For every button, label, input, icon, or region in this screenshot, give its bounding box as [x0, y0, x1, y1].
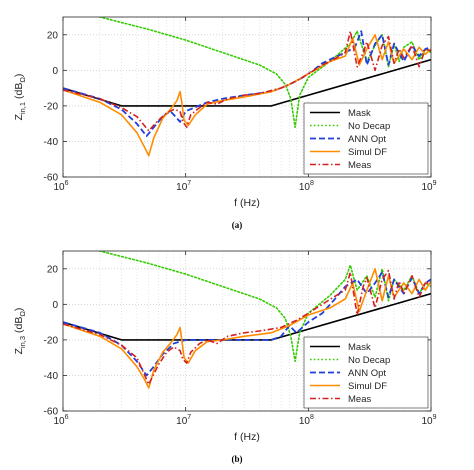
y-tick-label: 20: [47, 264, 59, 275]
x-tick-label: 109: [421, 414, 436, 427]
series-line-meas: [63, 269, 431, 386]
chart-a-y-axis-label: Zin,1 (dBΩ): [13, 74, 27, 121]
y-tick-label: 0: [52, 300, 58, 311]
x-tick-label: 108: [299, 180, 314, 193]
chart-b-caption: (b): [231, 454, 243, 464]
chart-b-y-axis-label: Zin,3 (dBΩ): [13, 308, 27, 355]
chart-a-legend: Mask No Decap ANN Opt Simul DF Meas: [303, 102, 429, 175]
y-tick-label: -20: [44, 335, 59, 346]
legend-entry: Mask: [348, 342, 371, 353]
legend-entry: Mask: [348, 108, 371, 119]
x-tick-label: 107: [176, 414, 191, 427]
chart-a-plot-frame: [62, 16, 432, 178]
y-tick-label: -60: [44, 407, 59, 418]
y-tick-label: 0: [52, 66, 58, 77]
chart-b-plot-frame: [62, 250, 432, 412]
chart-a-series-group: [63, 17, 431, 157]
x-tick-label: 108: [299, 414, 314, 427]
chart-b-legend: Mask No Decap ANN Opt Simul DF Meas: [303, 336, 429, 409]
y-tick-label: 20: [47, 30, 59, 41]
legend-entry: ANN Opt: [348, 134, 386, 145]
legend-entry: No Decap: [348, 355, 390, 366]
legend-entry: Simul DF: [348, 147, 387, 158]
legend-entry: Simul DF: [348, 381, 387, 392]
legend-entry: ANN Opt: [348, 368, 386, 379]
x-tick-label: 107: [176, 180, 191, 193]
legend-entry: Meas: [348, 394, 371, 405]
y-tick-label: -40: [44, 137, 59, 148]
y-tick-label: -40: [44, 371, 59, 382]
series-line-mask: [63, 58, 431, 107]
legend-entry: Meas: [348, 160, 371, 171]
series-line-meas: [63, 30, 431, 132]
chart-a-caption: (a): [231, 220, 243, 230]
y-tick-label: -60: [44, 173, 59, 184]
legend-entry: No Decap: [348, 121, 390, 132]
chart-b-series-group: [63, 251, 431, 389]
y-tick-label: -20: [44, 101, 59, 112]
chart-b-x-axis-label: f (Hz): [234, 431, 260, 443]
chart-a-x-axis-label: f (Hz): [234, 197, 260, 209]
x-tick-label: 109: [421, 180, 436, 193]
